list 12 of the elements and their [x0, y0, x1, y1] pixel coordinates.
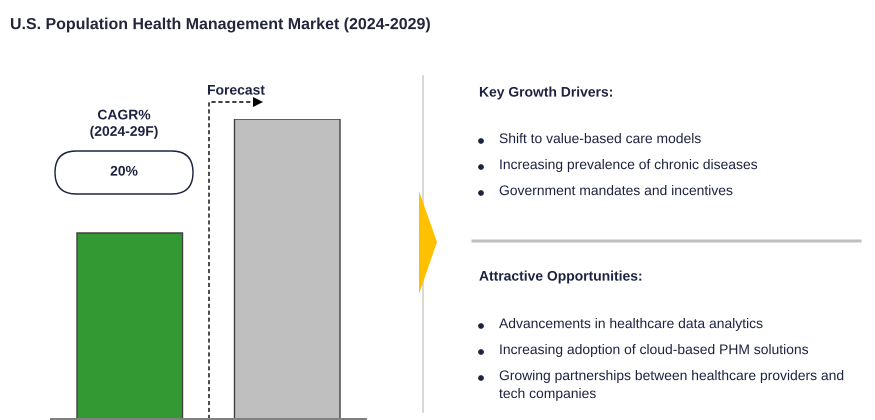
text: Increasing adoption of cloud-based PHM solutions	[500, 344, 808, 357]
text: Forecast	[208, 85, 265, 95]
annotation: CAGR% (2024-29F)	[90, 110, 158, 139]
annotation: 20%	[110, 166, 138, 176]
text: Key Growth Drivers:	[480, 86, 612, 100]
text: Shift to value-based care models	[500, 133, 701, 144]
text: Attractive Opportunities:	[479, 270, 642, 284]
text: Increasing prevalence of chronic diseases	[500, 159, 758, 172]
text: Growing partnerships between healthcare providers and tech companies	[499, 370, 844, 401]
text: Advancements in healthcare data analytics	[499, 318, 763, 331]
chart-title: U.S. Population Health Management Market (2024-2029)	[10, 18, 430, 32]
text: Government mandates and incentives	[500, 185, 732, 196]
